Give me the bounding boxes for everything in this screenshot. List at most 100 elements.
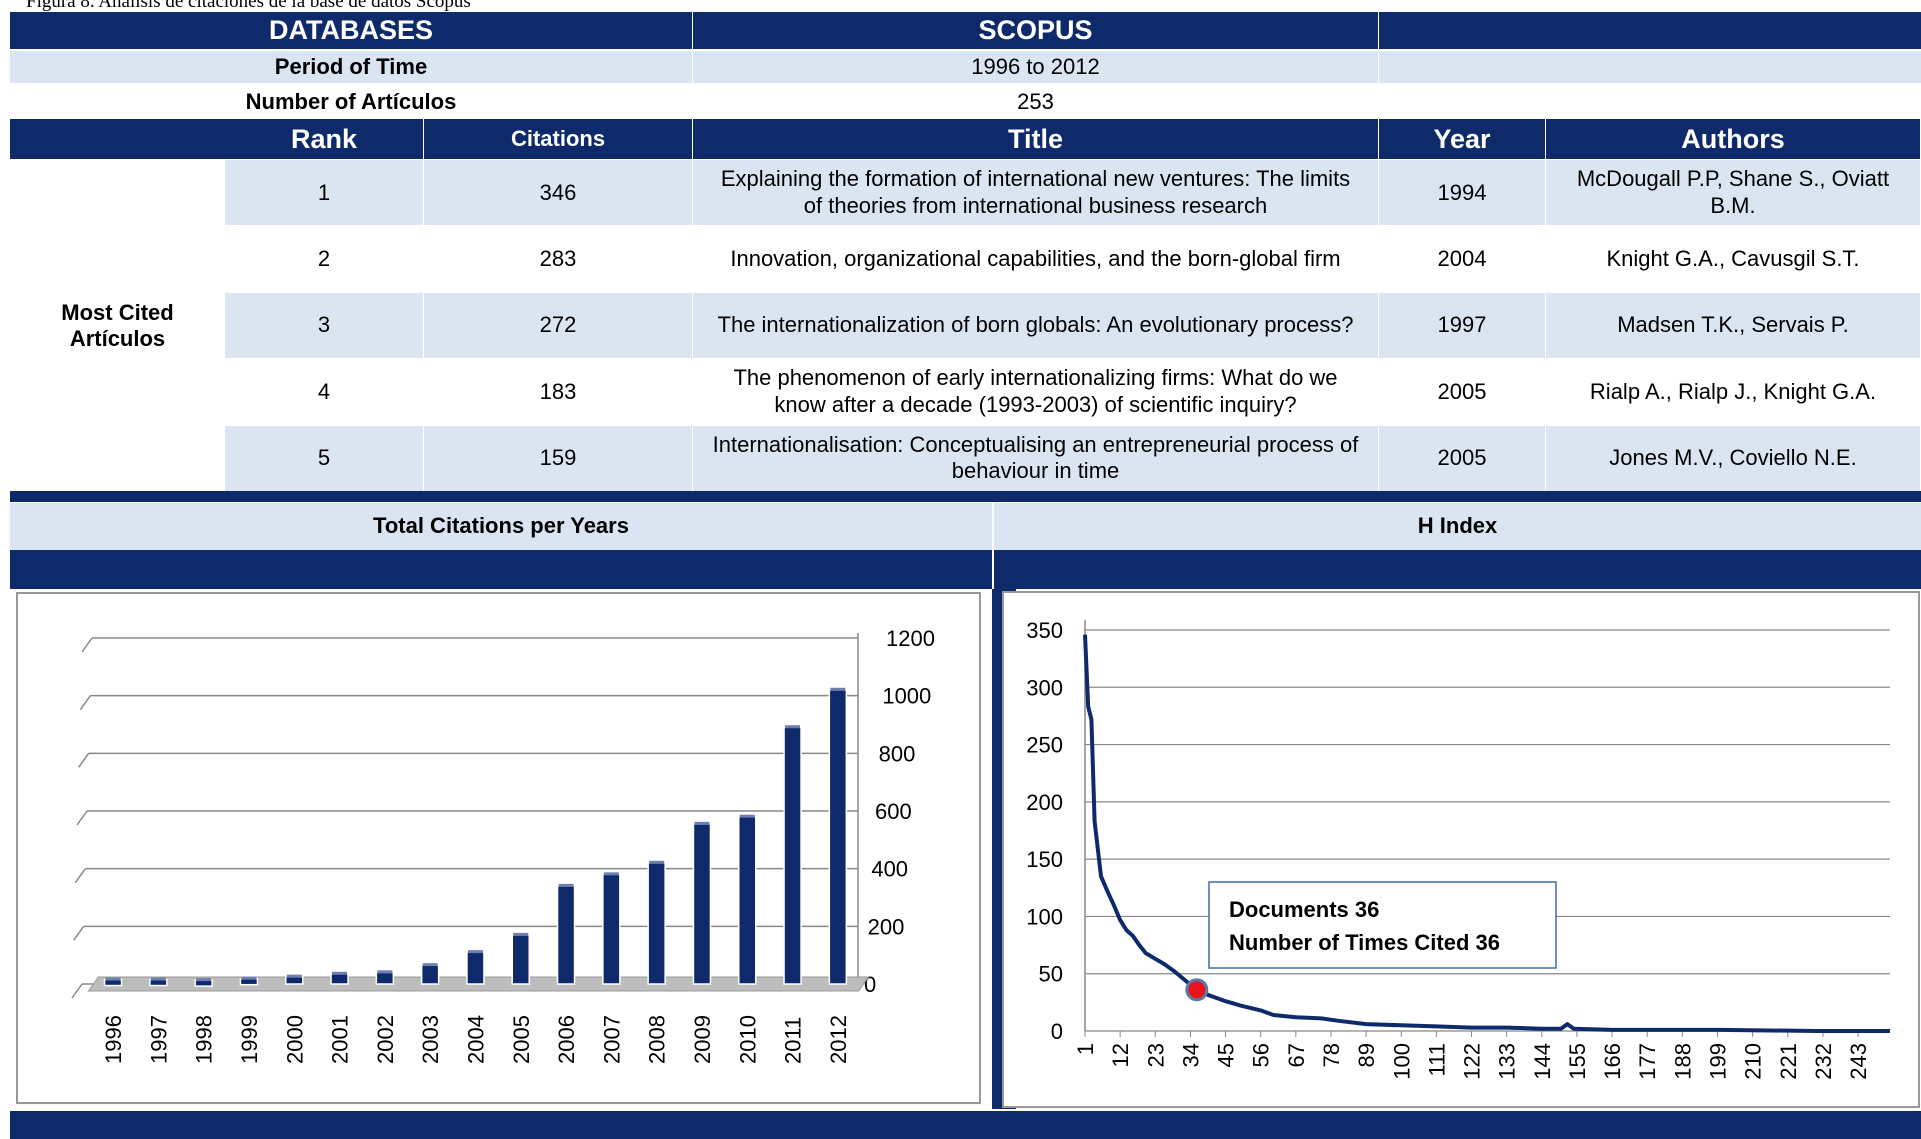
table-cell: 2: [317, 245, 331, 271]
info-empty: [1379, 51, 1921, 83]
bar: [420, 964, 440, 985]
table-cell: 2004: [1437, 245, 1487, 271]
annotation-text: Number of Times Cited 36: [1229, 930, 1500, 955]
y-tick-label: 350: [1026, 618, 1063, 643]
y-tick-label: 800: [879, 741, 916, 766]
x-tick-label: 1999: [237, 1015, 262, 1064]
table-cell: Knight G.A., Cavusgil S.T.: [1606, 245, 1860, 271]
x-tick-label: 23: [1143, 1043, 1168, 1067]
table-cell: 2005: [1437, 378, 1487, 404]
table-cell: Rialp A., Rialp J., Knight G.A.: [1589, 378, 1877, 404]
bar: [692, 823, 712, 985]
y-tick-label: 1000: [882, 684, 931, 709]
grid-slant: [81, 637, 93, 653]
section-header: H Index: [994, 503, 1921, 550]
group-label: Most Cited Artículos: [61, 299, 174, 351]
info-label: Number of Artículos: [245, 88, 457, 114]
bar-top: [558, 883, 574, 887]
band: [994, 550, 1921, 589]
bar: [330, 973, 349, 985]
y-tick-label: 0: [1051, 1019, 1063, 1044]
x-tick-label: 2006: [554, 1015, 579, 1064]
x-tick-label: 2002: [373, 1015, 398, 1064]
header-cell: SCOPUS: [693, 12, 1378, 49]
x-tick-label: 188: [1670, 1043, 1695, 1080]
x-tick-label: 1997: [146, 1015, 171, 1064]
x-tick-label: 2005: [509, 1015, 534, 1064]
bar-top: [196, 978, 212, 982]
table-cell: 1994: [1379, 160, 1545, 226]
x-tick-label: 34: [1178, 1043, 1203, 1067]
x-tick-label: 12: [1108, 1043, 1133, 1067]
x-tick-label: 232: [1811, 1043, 1836, 1080]
x-tick-label: 144: [1530, 1043, 1555, 1080]
bar: [738, 815, 757, 985]
x-tick-label: 100: [1389, 1043, 1414, 1080]
grid-slant: [73, 925, 85, 941]
column-header: Rank: [225, 119, 423, 159]
table-cell: 1997: [1379, 292, 1545, 359]
x-tick-label: 1998: [192, 1015, 217, 1064]
bar-top: [513, 932, 529, 936]
info-value: 253: [1017, 88, 1054, 114]
x-tick-label: 67: [1284, 1043, 1309, 1067]
x-tick-label: 111: [1424, 1043, 1449, 1076]
table-cell: Innovation, organizational capabilities,…: [730, 245, 1341, 271]
bar: [511, 934, 530, 985]
grid-slant: [71, 983, 83, 999]
divider: [10, 491, 1921, 502]
bar: [783, 726, 802, 985]
chart-frame: [16, 592, 981, 1104]
table-cell: 1: [225, 160, 423, 226]
column-header: [10, 119, 225, 159]
band: [10, 550, 992, 589]
table-cell: 2005: [1379, 425, 1545, 491]
bar-top: [377, 970, 393, 974]
x-tick-label: 2010: [735, 1015, 760, 1064]
x-tick-label: 243: [1846, 1043, 1871, 1080]
x-tick-label: 133: [1495, 1043, 1520, 1080]
table-cell: The internationalization of born globals…: [693, 292, 1378, 359]
table-cell: 159: [424, 425, 692, 491]
x-tick-label: 45: [1214, 1043, 1239, 1067]
x-tick-label: 1996: [101, 1015, 126, 1064]
header-cell: [1379, 12, 1921, 49]
x-tick-label: 2004: [463, 1015, 488, 1064]
grid-slant: [79, 695, 91, 711]
x-tick-label: 2008: [645, 1015, 670, 1064]
bar: [375, 971, 395, 985]
x-tick-label: 177: [1635, 1043, 1660, 1080]
x-tick-label: 2009: [690, 1015, 715, 1064]
line: [1083, 634, 1890, 1033]
y-tick-label: 100: [1026, 904, 1063, 929]
table-cell: The phenomenon of early internationalizi…: [733, 365, 1338, 417]
x-tick-label: 2007: [599, 1015, 624, 1064]
x-tick-label: 2011: [781, 1017, 806, 1064]
grid-slant: [78, 752, 90, 768]
x-tick-label: 2012: [826, 1015, 851, 1064]
x-tick-label: 78: [1319, 1043, 1344, 1067]
y-tick-label: 150: [1026, 847, 1063, 872]
table-cell: Internationalisation: Conceptualising an…: [693, 425, 1378, 491]
x-tick-label: 199: [1706, 1043, 1731, 1080]
bar-top: [150, 977, 166, 981]
bar-top: [241, 976, 257, 980]
table-cell: Explaining the formation of internationa…: [693, 160, 1378, 226]
table-cell: McDougall P.P, Shane S., Oviatt B.M.: [1546, 160, 1920, 226]
x-tick-label: 2001: [328, 1015, 353, 1064]
info-value: 1996 to 2012: [693, 51, 1378, 83]
x-tick-label: 210: [1741, 1043, 1766, 1080]
bar-top: [694, 821, 710, 825]
h-index-marker: [1185, 978, 1209, 1002]
bar-top: [649, 860, 665, 864]
y-tick-label: 200: [1026, 790, 1063, 815]
x-tick-label: 56: [1249, 1043, 1274, 1067]
y-tick-label: 400: [871, 857, 908, 882]
table-cell: 5: [225, 425, 423, 491]
caption: Figura 8. Análisis de citaciones de la b…: [26, 0, 471, 12]
table-cell: 283: [539, 245, 577, 271]
table-cell: Jones M.V., Coviello N.E.: [1546, 425, 1920, 491]
y-tick-label: 250: [1026, 733, 1063, 758]
chart-frame: [1002, 591, 1920, 1108]
